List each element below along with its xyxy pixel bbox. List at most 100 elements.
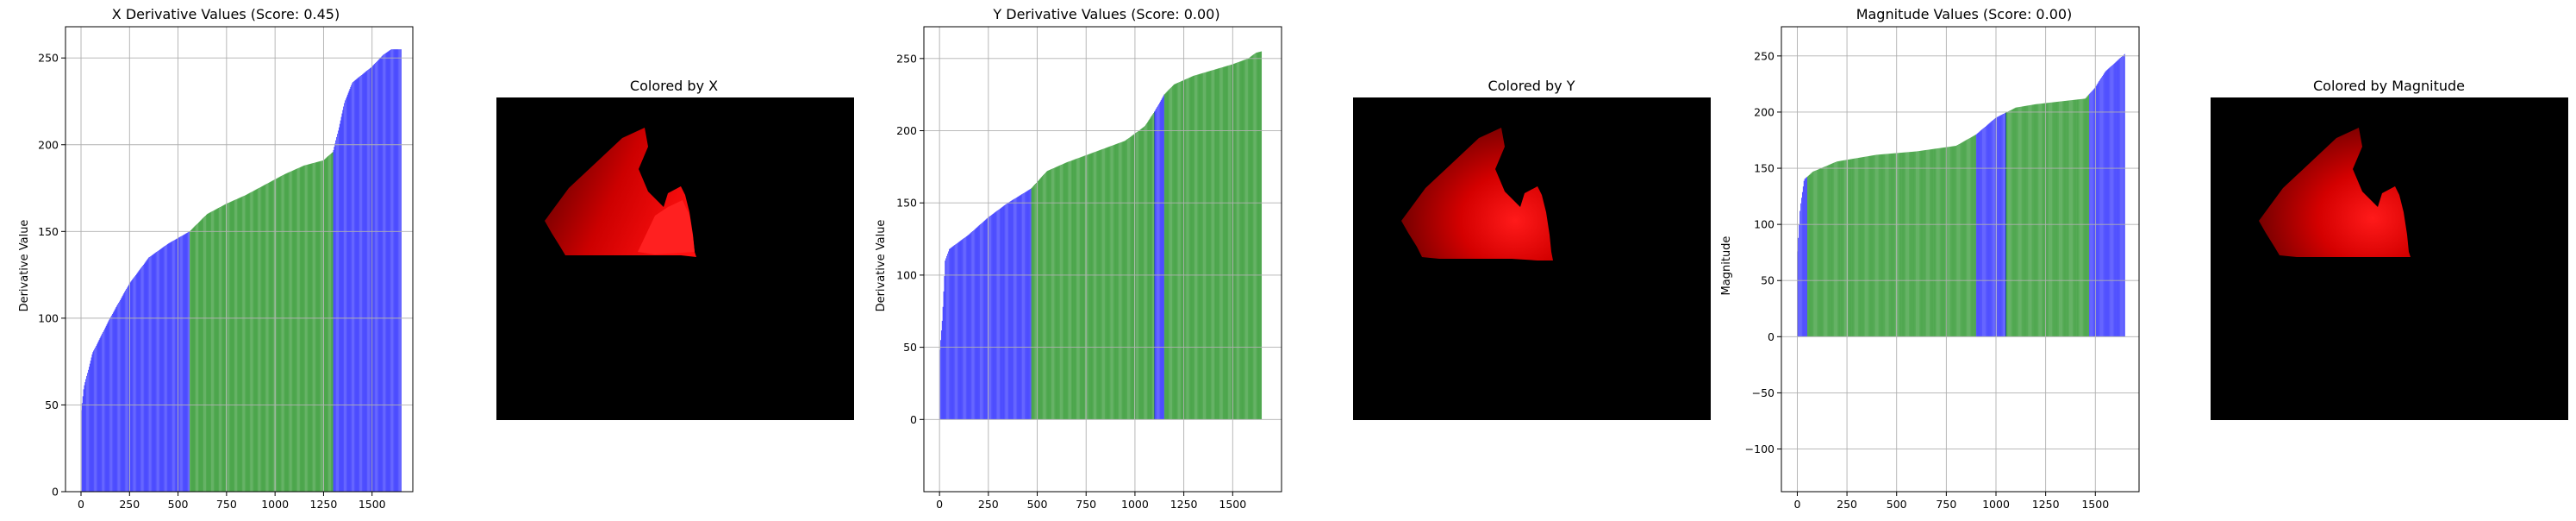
bar (1925, 149, 1926, 337)
bar (2014, 108, 2016, 337)
bar (1261, 51, 1263, 420)
bar (1024, 192, 1025, 420)
bar (1854, 158, 1855, 337)
bar (92, 352, 94, 492)
bar (274, 179, 275, 493)
bar (346, 94, 348, 493)
bar (385, 53, 386, 493)
bar (1159, 103, 1160, 420)
bar (2013, 108, 2015, 337)
bar (373, 64, 375, 492)
bar (2021, 106, 2023, 337)
bar (1933, 148, 1935, 337)
bar (346, 96, 347, 492)
bar (234, 199, 235, 492)
bar (2099, 79, 2100, 337)
bar (2062, 101, 2064, 337)
bar (1163, 94, 1165, 420)
bar (1240, 60, 1242, 420)
bar (1032, 185, 1034, 420)
bar (232, 200, 234, 493)
bar (370, 68, 371, 492)
bar (1191, 76, 1193, 420)
bar (355, 79, 357, 492)
bar (990, 215, 991, 420)
bar (1045, 171, 1047, 420)
bar (1102, 148, 1103, 420)
bar (2089, 93, 2090, 337)
bar (949, 248, 951, 420)
bar (117, 304, 118, 492)
bar (948, 251, 949, 420)
bar (1879, 154, 1881, 337)
bar (1251, 55, 1253, 420)
bar (1988, 123, 1990, 337)
bar (1996, 116, 1998, 337)
bar (100, 336, 102, 492)
bar (184, 234, 186, 492)
bar (304, 165, 305, 492)
bar (1197, 74, 1198, 420)
bar (1079, 157, 1080, 420)
y-tick-label: 200 (1754, 105, 1775, 118)
x-tick-label: 1250 (1170, 498, 1198, 511)
bar (1895, 153, 1896, 337)
bar (253, 191, 254, 492)
bar (966, 235, 968, 420)
bar (1995, 117, 1996, 337)
bar (280, 176, 282, 493)
bar (1220, 67, 1221, 420)
bar (1030, 189, 1031, 420)
bar (366, 70, 368, 493)
bar (1037, 180, 1039, 420)
bar (1168, 90, 1169, 420)
bar (1107, 147, 1108, 420)
bar (1209, 71, 1211, 420)
bar (1803, 180, 1805, 337)
bar (178, 237, 180, 492)
bar (2068, 100, 2069, 337)
y-tick-label: 0 (910, 413, 917, 426)
bar (102, 333, 103, 492)
bar (1831, 163, 1832, 337)
bar (1092, 153, 1094, 420)
bar (82, 396, 84, 492)
bar (391, 49, 392, 492)
y-tick-label: 50 (903, 341, 917, 354)
bar (169, 242, 171, 492)
bar (1159, 101, 1161, 420)
bar (2057, 101, 2059, 337)
bar (216, 208, 218, 492)
bar (368, 69, 369, 493)
x-tick-label: 750 (1936, 498, 1956, 511)
bar (1025, 191, 1026, 420)
bar (1146, 122, 1148, 420)
bar (185, 233, 187, 492)
bar (290, 171, 291, 493)
bar (325, 158, 327, 492)
bar (1801, 191, 1803, 337)
bar (1853, 158, 1855, 337)
bar (1198, 74, 1200, 420)
bar (1857, 158, 1859, 337)
bar (1208, 71, 1210, 420)
bar (1876, 154, 1877, 337)
bar (1983, 128, 1984, 337)
bar (1970, 137, 1972, 337)
bar (2116, 61, 2118, 337)
bar (1237, 62, 1238, 420)
x-tick-label: 250 (1837, 498, 1857, 511)
x-tick-label: 1000 (1121, 498, 1149, 511)
bar (361, 75, 362, 492)
bar (970, 232, 972, 420)
bar (2024, 105, 2026, 337)
bar (2060, 101, 2061, 337)
bar (940, 340, 941, 420)
bar (1146, 123, 1147, 420)
bar (1909, 152, 1910, 337)
bar (1908, 152, 1909, 337)
bar (1141, 128, 1143, 420)
bar (1962, 141, 1964, 337)
bar (1047, 170, 1049, 420)
bar (993, 213, 995, 420)
